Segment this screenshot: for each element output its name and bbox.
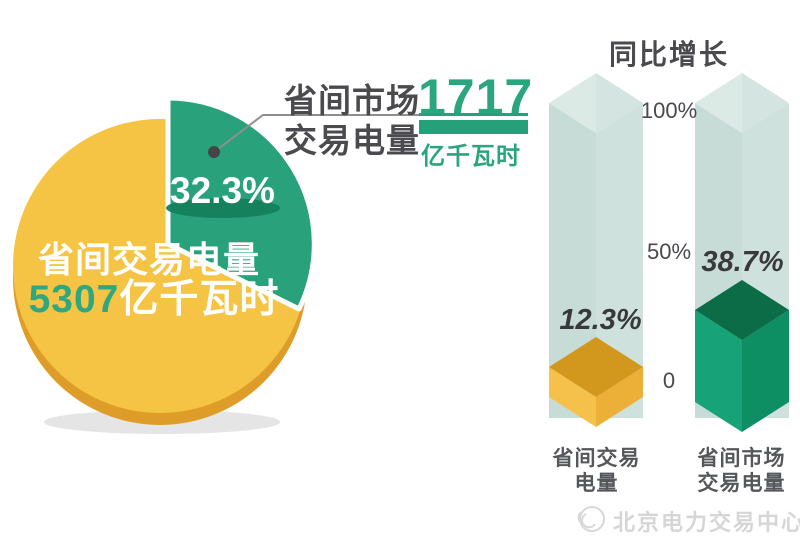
cube-top-face	[549, 337, 643, 397]
bar-track-top-right-facet	[742, 73, 789, 133]
bar-track-right-face	[596, 103, 643, 418]
bar-track-top-right-facet	[596, 73, 643, 133]
bar-value-label: 12.3%	[559, 304, 642, 336]
callout-leader-line	[213, 114, 420, 153]
callout-value: 1717	[418, 69, 534, 125]
bar-cube-orange	[549, 337, 643, 427]
cube-top-face	[695, 280, 789, 340]
pie-total-value-row: 5307亿千瓦时	[8, 268, 300, 324]
bar-cube-green	[695, 280, 789, 432]
bar-value-label: 38.7%	[701, 246, 784, 278]
cube-left-face	[549, 367, 596, 427]
callout-label-line1: 省间市场	[284, 82, 420, 119]
logo-icon	[577, 506, 605, 532]
callout-unit: 亿千瓦时	[421, 143, 521, 170]
pie-total-unit: 亿千瓦时	[119, 278, 280, 321]
pie-total-value: 5307	[28, 278, 120, 321]
bar-track-top-left-facet	[695, 73, 742, 133]
pie-total-label: 省间交易电量	[37, 239, 260, 280]
axis-tick-50: 50%	[646, 239, 692, 264]
bar-chart-title: 同比增长	[608, 39, 729, 70]
axis-tick-0: 0	[662, 368, 676, 393]
bar-category-label-line1: 省间市场	[697, 447, 786, 470]
bar-category-label: 省间市场 交易电量	[671, 446, 800, 496]
cube-right-face	[742, 310, 789, 432]
pie-slice-percent: 32.3%	[170, 170, 275, 211]
bar-category-label-line1: 省间交易	[552, 447, 641, 470]
pie-percent-shadow	[166, 198, 280, 218]
callout-label-line2: 交易电量	[284, 122, 420, 159]
cube-left-face	[695, 310, 742, 432]
callout-underline-thin	[419, 113, 528, 116]
bar-category-label-line2: 交易电量	[697, 472, 786, 495]
bar-category-label-line2: 电量	[574, 472, 619, 495]
axis-tick-100: 100%	[640, 98, 698, 123]
callout-leader-dot	[208, 146, 220, 158]
watermark-text: 北京电力交易中心	[613, 510, 800, 535]
callout-underline-thick	[419, 120, 528, 134]
bar-track-top-left-facet	[549, 73, 596, 133]
bar-track-left	[549, 73, 643, 418]
bar-category-label: 省间交易 电量	[526, 446, 667, 496]
cube-right-face	[596, 367, 643, 427]
bar-track-left-face	[549, 103, 596, 418]
